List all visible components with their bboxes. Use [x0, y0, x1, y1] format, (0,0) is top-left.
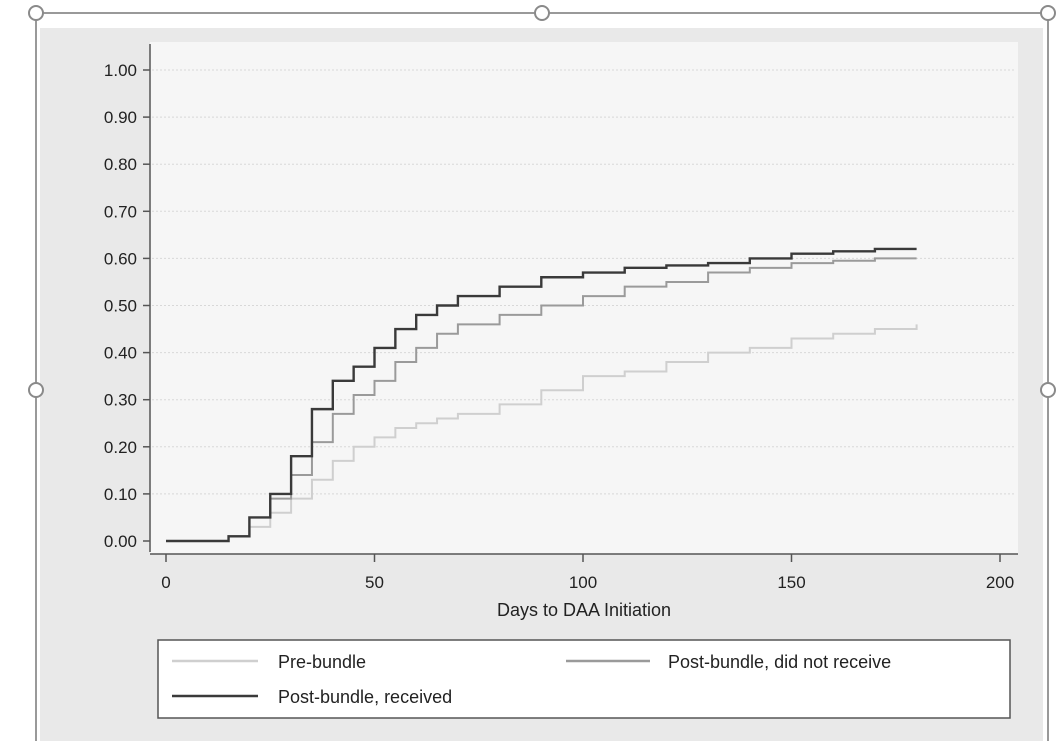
y-tick-label: 0.30	[104, 391, 137, 410]
y-tick-label: 0.70	[104, 202, 137, 221]
legend-box	[157, 639, 1011, 719]
x-axis-title: Days to DAA Initiation	[497, 600, 671, 620]
series-line-post-bundle-received	[166, 247, 917, 543]
resize-handle-middle-left[interactable]	[28, 382, 44, 398]
y-tick-label: 0.10	[104, 485, 137, 504]
y-tick-label: 0.80	[104, 155, 137, 174]
legend-label-post-bundle-did-not-receive: Post-bundle, did not receive	[668, 652, 891, 672]
x-tick-label: 100	[569, 573, 597, 592]
resize-handle-top-center[interactable]	[534, 5, 550, 21]
axes: 0.00 0.10 0.20 0.30 0.40 0.50 0.60 0.70 0.80 0.90…	[104, 44, 1018, 592]
y-tick-label: 0.60	[104, 249, 137, 268]
resize-handle-top-left[interactable]	[28, 5, 44, 21]
x-tick-label: 50	[365, 573, 384, 592]
legend: Pre-bundle Post-bundle, did not receive …	[157, 639, 1011, 719]
series-line-post-bundle-did-not-receive	[166, 257, 917, 542]
y-tick-label: 0.90	[104, 108, 137, 127]
x-tick-label: 0	[161, 573, 170, 592]
resize-handle-top-right[interactable]	[1040, 5, 1056, 21]
series-lines	[166, 247, 918, 543]
resize-handle-middle-right[interactable]	[1040, 382, 1056, 398]
y-tick-label: 0.20	[104, 438, 137, 457]
y-tick-label: 0.40	[104, 344, 137, 363]
series-line-pre-bundle	[166, 324, 918, 542]
x-tick-label: 200	[986, 573, 1014, 592]
legend-label-pre-bundle: Pre-bundle	[278, 652, 366, 672]
x-tick-label: 150	[777, 573, 805, 592]
y-tick-label: 0.00	[104, 532, 137, 551]
y-tick-label: 0.50	[104, 297, 137, 316]
legend-label-post-bundle-received: Post-bundle, received	[278, 687, 452, 707]
y-tick-label: 1.00	[104, 61, 137, 80]
